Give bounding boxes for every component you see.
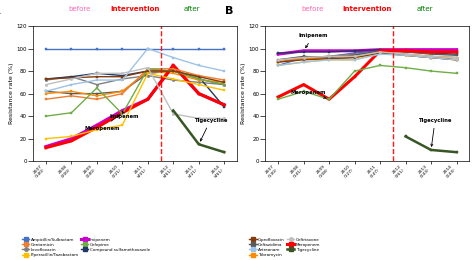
- Text: after: after: [184, 6, 201, 12]
- Text: before: before: [69, 6, 91, 12]
- Text: Intervention: Intervention: [343, 6, 392, 12]
- Text: Tigecycline: Tigecycline: [418, 118, 452, 146]
- Text: Intervention: Intervention: [110, 6, 160, 12]
- Text: after: after: [416, 6, 433, 12]
- Text: A: A: [0, 6, 1, 16]
- Text: before: before: [301, 6, 324, 12]
- Text: Tigecycline: Tigecycline: [194, 118, 227, 141]
- Text: B: B: [225, 6, 233, 16]
- Text: Imipenem: Imipenem: [299, 33, 328, 48]
- Text: Meropenem: Meropenem: [84, 115, 119, 131]
- Text: Meropenem: Meropenem: [291, 90, 327, 98]
- Legend: Ciprofloxacin, Ceftazidima, Aztreonam, Tobramycin, Ceftriaxone, Meropenem, Tigec: Ciprofloxacin, Ceftazidima, Aztreonam, T…: [248, 237, 321, 258]
- Legend: Ampicillin/Sulbactam, Gentamicin, Levofloxacin, Piperacillin/Tazobactam, Imipene: Ampicillin/Sulbactam, Gentamicin, Levofl…: [21, 237, 151, 258]
- Text: Imipenem: Imipenem: [109, 111, 139, 119]
- Y-axis label: Resistance rate (%): Resistance rate (%): [241, 63, 246, 124]
- Y-axis label: Resistance rate (%): Resistance rate (%): [9, 63, 14, 124]
